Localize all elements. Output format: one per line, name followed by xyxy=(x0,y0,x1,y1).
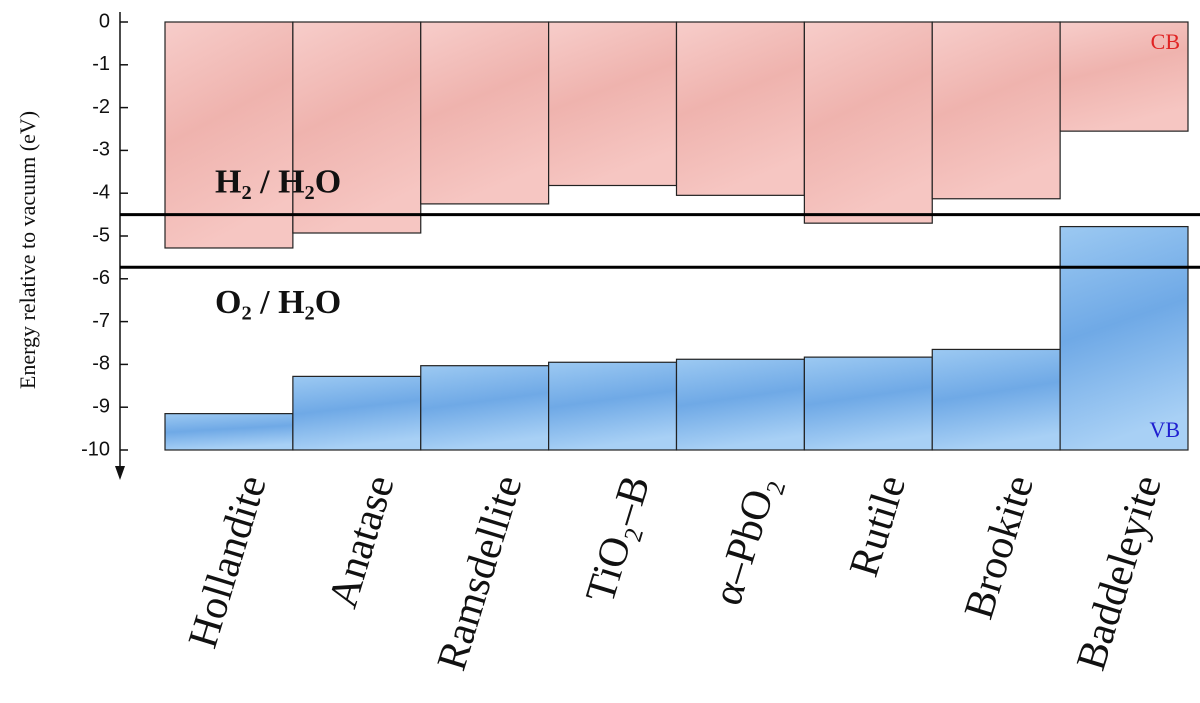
x-tick-label: Brookite xyxy=(956,470,1043,624)
x-tick-label: Hollandite xyxy=(180,470,276,653)
y-tick-label: -10 xyxy=(81,438,110,460)
axis-arrow xyxy=(115,466,125,480)
vb-bar xyxy=(1059,225,1189,451)
vb-bar xyxy=(420,365,550,451)
vb-bar xyxy=(931,348,1061,451)
cb-bar xyxy=(164,21,294,249)
cb-bar xyxy=(675,21,805,196)
legend-label: VB xyxy=(1149,417,1180,442)
y-tick-label: -9 xyxy=(92,395,110,417)
reference-label: O₂ / H₂O xyxy=(215,284,341,321)
y-tick-label: -7 xyxy=(92,310,110,332)
x-tick-label: α–PbO₂ xyxy=(705,470,788,610)
vb-bar xyxy=(675,358,805,451)
vb-bar xyxy=(803,356,933,451)
x-tick-label: Baddeleyite xyxy=(1068,470,1171,675)
cb-bar xyxy=(420,21,550,205)
y-tick-label: -6 xyxy=(92,267,110,289)
cb-bar xyxy=(1059,21,1189,132)
cb-bar xyxy=(548,21,678,187)
y-tick-label: -8 xyxy=(92,353,110,375)
x-tick-label: TiO₂–B xyxy=(577,470,659,608)
cb-bar xyxy=(292,21,422,234)
vb-bar xyxy=(548,361,678,451)
y-tick-label: -1 xyxy=(92,53,110,75)
y-axis-label: Energy relative to vacuum (eV) xyxy=(15,111,40,389)
reference-label: H₂ / H₂O xyxy=(215,163,341,200)
cb-bar xyxy=(803,21,933,224)
y-tick-label: -2 xyxy=(92,96,110,118)
y-tick-label: -4 xyxy=(92,181,110,203)
cb-bar xyxy=(931,21,1061,200)
x-tick-label: Ramsdellite xyxy=(429,470,532,675)
y-tick-label: 0 xyxy=(99,10,110,32)
vb-bar xyxy=(164,413,294,451)
x-tick-label: Anatase xyxy=(320,470,404,613)
y-tick-label: -5 xyxy=(92,224,110,246)
y-tick-label: -3 xyxy=(92,139,110,161)
legend-label: CB xyxy=(1151,29,1180,54)
vb-bar xyxy=(292,375,422,451)
x-tick-label: Rutile xyxy=(841,470,915,582)
